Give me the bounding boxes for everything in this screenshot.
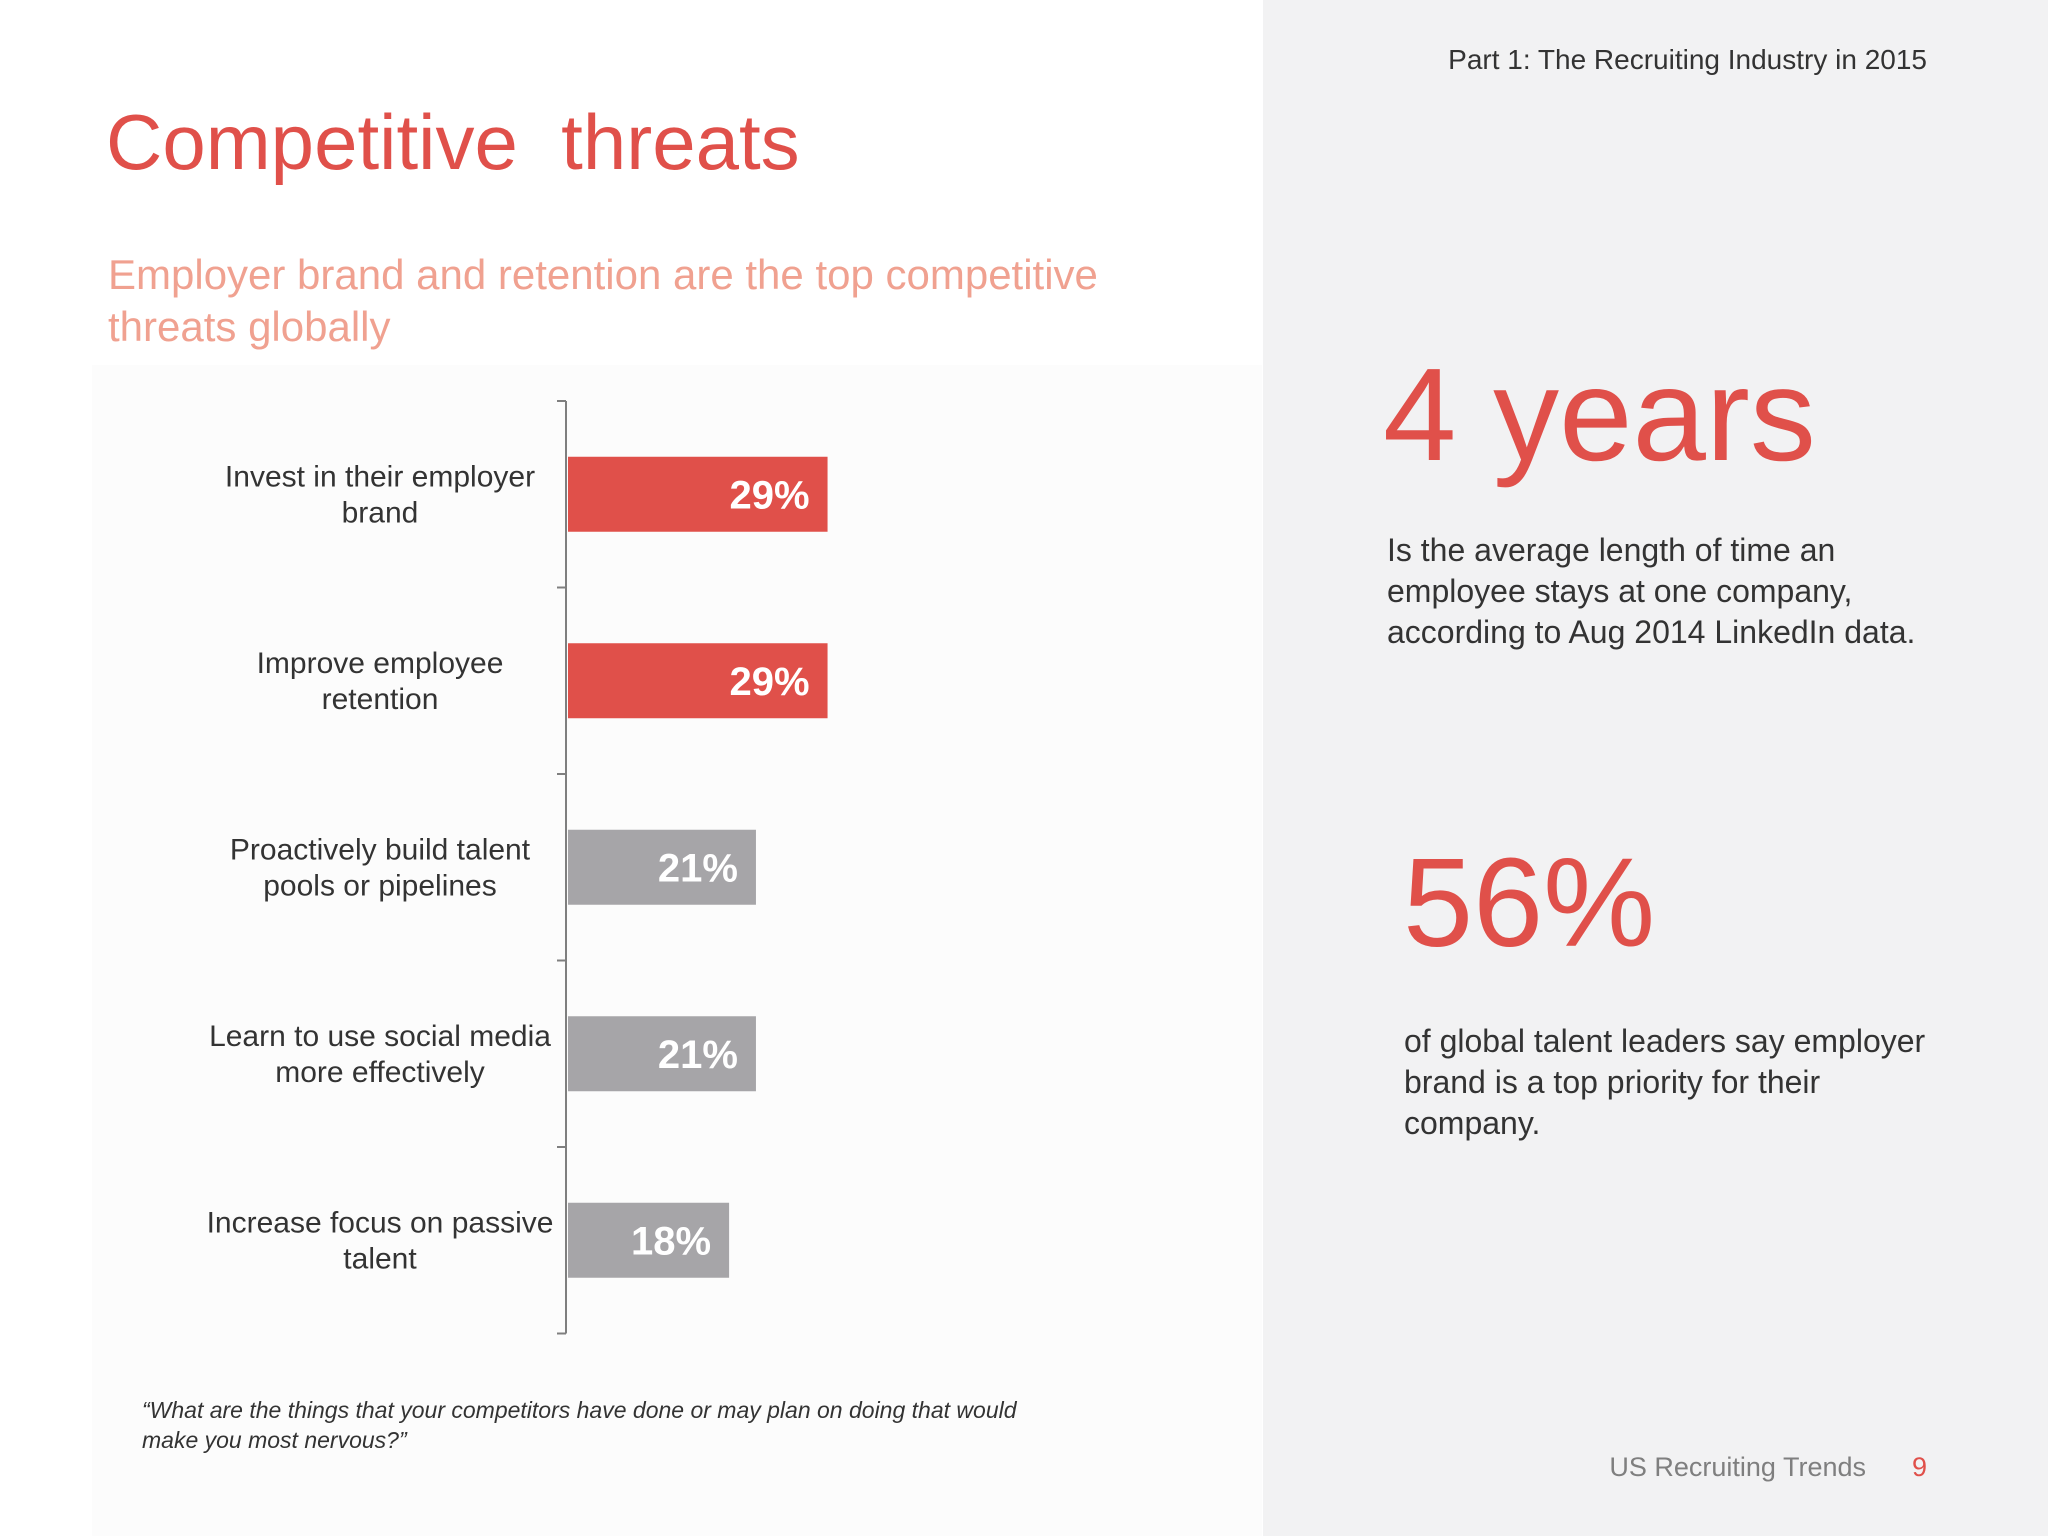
- footer-brand: US Recruiting Trends: [1609, 1452, 1866, 1482]
- stats-panel: [1263, 0, 2048, 1536]
- bar-value-label: 18%: [631, 1219, 711, 1263]
- category-label-line: brand: [342, 496, 419, 529]
- bar: [568, 1202, 730, 1278]
- main-panel: [0, 0, 1263, 1536]
- category-label-line: Improve employee: [257, 647, 504, 680]
- category-label: Invest in their employer brand: [225, 460, 535, 529]
- category-label: Proactively build talent pools or pipelin…: [230, 833, 531, 902]
- page-subtitle: Employer brand and retention are the top…: [108, 251, 1098, 350]
- stat-years-description: Is the average length of time an employe…: [1387, 532, 1916, 650]
- page-title: Competitive threats: [106, 98, 800, 186]
- category-label: Improve employee retention: [257, 647, 504, 716]
- category-label-line: retention: [322, 683, 439, 716]
- category-label-line: Proactively build talent: [230, 833, 531, 866]
- bar-value-label: 21%: [658, 846, 738, 890]
- category-label-line: talent: [343, 1242, 417, 1275]
- category-label-line: pools or pipelines: [263, 869, 496, 902]
- category-label-line: Learn to use social media: [209, 1020, 551, 1053]
- bar-value-label: 21%: [658, 1033, 738, 1077]
- stat-percent-description: of global talent leaders say employer br…: [1404, 1023, 1926, 1141]
- bar-value-label: 29%: [729, 660, 809, 704]
- stat-percent-value: 56%: [1403, 832, 1656, 973]
- category-label-line: Increase focus on passive: [207, 1206, 554, 1239]
- bar: [568, 643, 828, 719]
- bar: [568, 829, 756, 905]
- stat-years-value: 4 years: [1383, 341, 1816, 488]
- category-label-line: Invest in their employer: [225, 460, 535, 493]
- bar-value-label: 29%: [729, 473, 809, 517]
- bar-chart: 29% Invest in their employer brand 29% Impro…: [207, 400, 828, 1335]
- section-header: Part 1: The Recruiting Industry in 2015: [1448, 44, 1927, 75]
- bar: [568, 456, 828, 532]
- category-label: Learn to use social media more effectivel…: [209, 1020, 551, 1089]
- chart-background: [92, 365, 1262, 1536]
- survey-question-footnote: “What are the things that your competito…: [142, 1397, 1017, 1453]
- category-label-line: more effectively: [275, 1056, 485, 1089]
- page-number: 9: [1911, 1452, 1927, 1482]
- bar: [568, 1016, 756, 1092]
- category-label: Increase focus on passive talent: [207, 1206, 554, 1275]
